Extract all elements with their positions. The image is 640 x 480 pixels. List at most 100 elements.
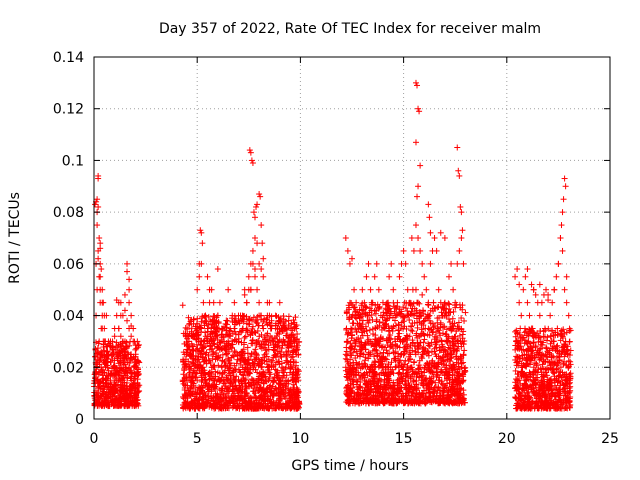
data-point <box>559 209 566 216</box>
data-point <box>104 364 111 371</box>
data-point <box>208 345 215 352</box>
data-point <box>202 329 209 336</box>
data-point <box>427 229 434 236</box>
data-point <box>179 302 186 309</box>
data-point <box>417 247 424 254</box>
data-point <box>105 400 112 407</box>
data-point <box>435 286 442 293</box>
data-point <box>390 286 397 293</box>
data-point <box>351 286 358 293</box>
data-point <box>251 214 258 221</box>
data-point <box>97 240 104 247</box>
data-point <box>126 299 133 306</box>
data-point <box>410 247 417 254</box>
data-point <box>223 327 230 334</box>
data-point <box>242 333 249 340</box>
data-point <box>524 266 531 273</box>
data-point <box>294 342 301 349</box>
data-point <box>241 291 248 298</box>
data-point <box>524 299 531 306</box>
data-point <box>201 337 208 344</box>
data-point <box>98 400 105 407</box>
data-point <box>563 299 570 306</box>
data-point <box>366 327 373 334</box>
data-point <box>256 260 263 267</box>
data-point <box>419 260 426 267</box>
data-point <box>245 273 252 280</box>
data-point <box>363 273 370 280</box>
data-point <box>396 273 403 280</box>
data-point <box>259 240 266 247</box>
data-point <box>271 334 278 341</box>
data-point <box>528 281 535 288</box>
x-tick-label: 0 <box>90 431 99 447</box>
data-point <box>103 348 110 355</box>
data-point <box>291 337 298 344</box>
data-point <box>555 260 562 267</box>
data-point <box>557 235 564 241</box>
data-point <box>290 317 297 324</box>
y-axis-label: ROTI / TECUs <box>7 192 23 284</box>
data-point <box>135 344 142 351</box>
data-point <box>210 299 217 306</box>
y-tick-label: 0.1 <box>62 153 84 169</box>
data-point <box>251 266 258 273</box>
data-point <box>560 196 567 203</box>
data-point <box>105 380 112 387</box>
data-point <box>565 312 572 319</box>
data-point <box>251 273 258 280</box>
data-point <box>109 398 116 405</box>
data-point <box>94 356 101 363</box>
data-point <box>229 330 236 337</box>
data-point <box>450 286 457 293</box>
data-point <box>425 325 432 332</box>
data-point <box>518 312 525 319</box>
data-point <box>183 339 190 346</box>
data-point <box>455 167 462 174</box>
data-point <box>404 286 411 293</box>
data-point <box>180 404 187 411</box>
data-point <box>192 356 199 363</box>
data-point <box>93 370 100 377</box>
data-point <box>259 354 266 361</box>
data-point <box>97 273 104 280</box>
data-point <box>516 281 523 288</box>
data-point <box>371 273 378 280</box>
data-point <box>184 326 191 333</box>
data-point <box>454 144 461 151</box>
data-point <box>536 281 543 288</box>
data-point <box>275 375 282 382</box>
data-point <box>454 260 461 267</box>
data-point <box>215 362 222 369</box>
x-tick-label: 25 <box>601 431 619 447</box>
data-point <box>460 260 467 267</box>
data-point <box>231 348 238 355</box>
x-tick-label: 10 <box>291 431 309 447</box>
y-tick-label: 0.08 <box>53 205 84 221</box>
data-point <box>344 247 351 254</box>
x-tick-labels: 0 5 10 15 20 25 <box>90 431 619 447</box>
data-point <box>285 313 292 320</box>
data-point <box>225 286 232 293</box>
data-point <box>526 312 533 319</box>
data-point <box>279 342 286 349</box>
data-point <box>254 240 261 247</box>
data-point <box>207 342 214 349</box>
data-point <box>243 320 250 327</box>
data-point <box>516 299 523 306</box>
data-point <box>342 235 349 241</box>
data-point <box>211 385 218 392</box>
data-point <box>249 247 256 254</box>
y-tick-label: 0.14 <box>53 50 84 66</box>
x-axis-label: GPS time / hours <box>291 458 408 474</box>
data-point <box>532 291 539 298</box>
data-point <box>346 260 353 267</box>
data-point <box>123 344 130 351</box>
data-point <box>113 396 120 403</box>
y-tick-label: 0.12 <box>53 102 84 118</box>
data-point <box>567 347 574 354</box>
data-point <box>547 312 554 319</box>
data-point <box>545 291 552 298</box>
data-point <box>520 286 527 293</box>
